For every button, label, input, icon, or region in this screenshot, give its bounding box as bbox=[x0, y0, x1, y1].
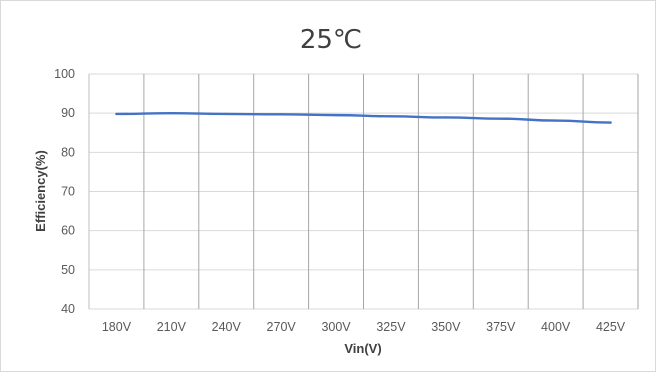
data-point bbox=[609, 121, 612, 124]
chart-title: 25℃ bbox=[300, 25, 362, 55]
y-tick-label: 90 bbox=[61, 106, 75, 120]
category-gridlines bbox=[143, 74, 639, 309]
data-point bbox=[444, 116, 448, 119]
y-axis-label: Efficiency(%) bbox=[33, 150, 48, 232]
data-point bbox=[115, 112, 118, 116]
x-tick-label: 325V bbox=[376, 320, 406, 334]
series-line bbox=[115, 111, 612, 124]
x-axis-label: Vin(V) bbox=[344, 341, 381, 356]
x-tick-label: 400V bbox=[541, 320, 571, 334]
y-axis-ticks: 40 50 60 70 80 90 100 bbox=[54, 67, 75, 316]
x-tick-label: 350V bbox=[431, 320, 461, 334]
x-tick-label: 240V bbox=[212, 320, 242, 334]
y-tick-label: 80 bbox=[61, 145, 75, 159]
x-tick-label: 300V bbox=[321, 320, 351, 334]
x-tick-label: 425V bbox=[596, 320, 626, 334]
data-point bbox=[334, 113, 338, 117]
x-tick-label: 270V bbox=[267, 320, 297, 334]
data-point bbox=[279, 113, 283, 116]
x-tick-label: 210V bbox=[157, 320, 187, 334]
y-tick-label: 70 bbox=[61, 185, 75, 199]
y-tick-label: 40 bbox=[61, 302, 75, 316]
y-tick-label: 50 bbox=[61, 263, 75, 277]
y-tick-label: 100 bbox=[54, 67, 75, 81]
data-point bbox=[225, 112, 228, 116]
x-tick-label: 180V bbox=[102, 320, 132, 334]
x-tick-label: 375V bbox=[486, 320, 516, 334]
data-point bbox=[499, 117, 502, 120]
data-point bbox=[554, 119, 557, 122]
x-axis-ticks: 180V 210V 240V 270V 300V 325V 350V 375V 400V 425V bbox=[102, 320, 626, 334]
data-point bbox=[170, 111, 173, 115]
data-point bbox=[389, 115, 393, 118]
y-tick-label: 60 bbox=[61, 224, 75, 238]
series-group bbox=[115, 111, 612, 124]
